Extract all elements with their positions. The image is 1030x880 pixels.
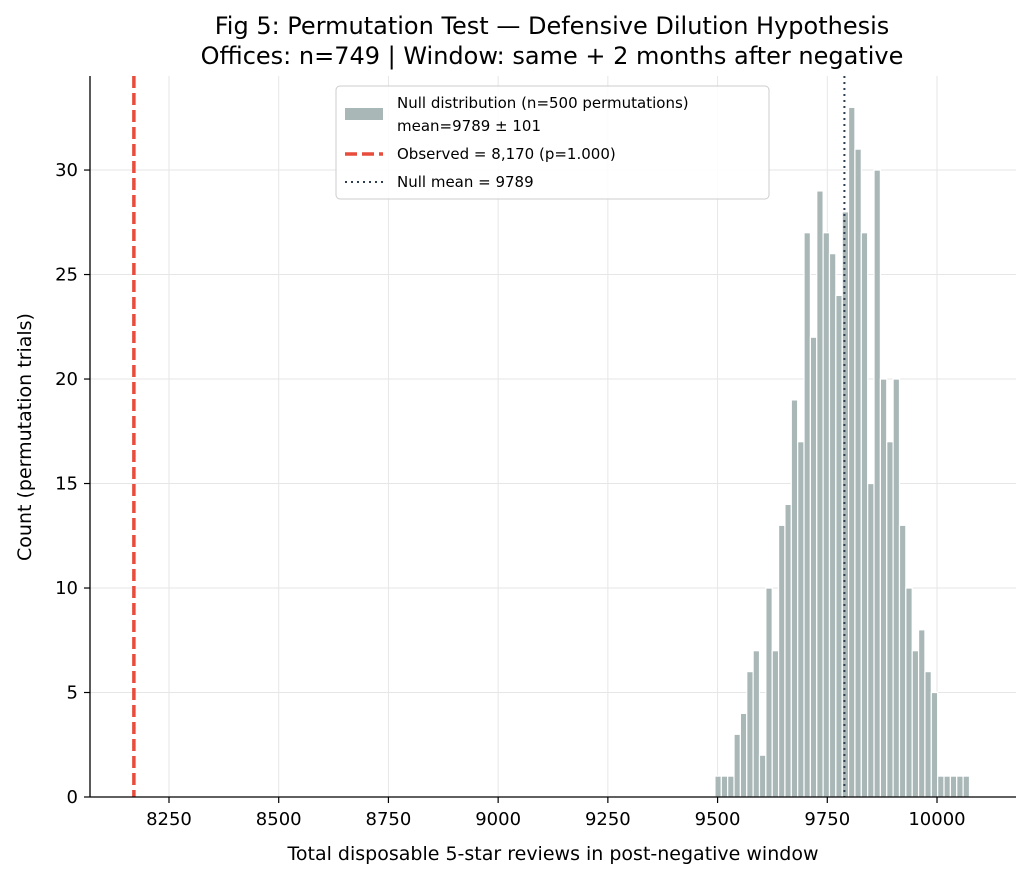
y-tick-label: 15 [55, 474, 78, 495]
y-tick-label: 10 [55, 578, 78, 599]
histogram-bar [790, 399, 799, 798]
y-ticks: 0 5 10 15 20 25 30 [55, 160, 90, 808]
histogram-bar [924, 671, 932, 798]
histogram-bar [720, 775, 729, 798]
histogram-bar [758, 754, 767, 798]
histogram-bar [854, 148, 862, 798]
chart-title-line2: Offices: n=749 | Window: same + 2 months… [201, 42, 904, 70]
x-tick-label: 9500 [695, 809, 741, 830]
histogram-bar [727, 775, 735, 798]
x-axis-label: Total disposable 5-star reviews in post-… [287, 843, 819, 865]
legend-null-swatch [345, 108, 383, 120]
legend-observed-label: Observed = 8,170 (p=1.000) [397, 145, 616, 163]
x-ticks: 8250 8500 8750 9000 9250 9500 9750 10000 [146, 797, 966, 830]
x-tick-label: 10000 [908, 809, 965, 830]
histogram-bar [797, 441, 805, 798]
legend-null-mean-label: Null mean = 9789 [397, 173, 534, 191]
y-tick-label: 25 [55, 265, 78, 286]
histogram-bar [917, 629, 926, 798]
histogram-bar [937, 775, 945, 798]
legend-null-label-line2: mean=9789 ± 101 [397, 117, 541, 135]
y-tick-label: 0 [67, 787, 78, 808]
histogram-bar [943, 775, 951, 798]
histogram-bar [746, 671, 754, 798]
histogram-bar [714, 775, 722, 798]
legend-box [335, 85, 770, 200]
histogram-bar [962, 775, 971, 798]
histogram-bar [816, 190, 824, 798]
x-tick-label: 8750 [366, 809, 412, 830]
histogram-bar [898, 524, 907, 798]
histogram-bar [956, 775, 964, 798]
histogram-bar [949, 775, 958, 798]
histogram-bar [835, 294, 843, 798]
reference-lines [132, 76, 846, 797]
histogram-bar [873, 169, 881, 798]
histogram-bar [828, 253, 837, 798]
x-tick-label: 8500 [256, 809, 302, 830]
histogram-bar [733, 733, 741, 798]
legend-null-label-line1: Null distribution (n=500 permutations) [397, 94, 689, 112]
histogram-bar [803, 232, 811, 798]
y-tick-label: 20 [55, 369, 78, 390]
histogram-bar [867, 482, 875, 798]
histogram-bar [771, 650, 780, 798]
x-tick-label: 9750 [804, 809, 850, 830]
histogram-bar [930, 691, 939, 798]
histogram-bar [752, 650, 761, 798]
histogram-bar [860, 232, 869, 798]
chart-title-line1: Fig 5: Permutation Test — Defensive Dilu… [215, 12, 890, 40]
histogram-bar [784, 503, 792, 798]
y-tick-label: 30 [55, 160, 78, 181]
histogram-bar [809, 336, 818, 798]
histogram-bar [879, 378, 888, 798]
histogram-bar [911, 650, 920, 798]
legend: Null distribution (n=500 permutations) m… [335, 85, 770, 200]
histogram-bar [847, 106, 856, 798]
y-tick-label: 5 [67, 683, 78, 704]
histogram-bar [739, 712, 748, 798]
x-tick-label: 8250 [146, 809, 192, 830]
y-axis-label: Count (permutation trials) [14, 313, 36, 561]
histogram-bar [822, 232, 831, 798]
histogram-bars [714, 106, 971, 798]
histogram-bar [886, 441, 894, 798]
histogram-bar [905, 587, 913, 798]
x-tick-label: 9250 [585, 809, 631, 830]
histogram-bar [777, 524, 786, 798]
x-tick-label: 9000 [475, 809, 521, 830]
histogram-bar [892, 378, 901, 798]
histogram-bar [765, 587, 773, 798]
